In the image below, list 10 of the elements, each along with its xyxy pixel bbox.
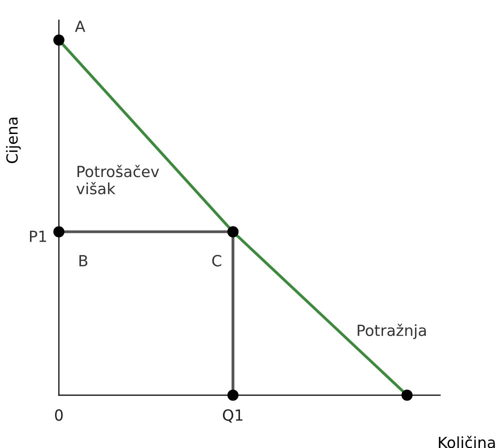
text: A	[75, 20, 86, 32]
x-axis-title: Količina	[438, 436, 495, 448]
annotation: Potrošačev višak	[76, 164, 160, 194]
text: P1	[30, 230, 46, 242]
y-axis-title: Cijena	[6, 118, 21, 164]
x-tick-label: Q1	[222, 409, 242, 423]
annotation: Potražnja	[358, 324, 426, 340]
x-tick-label: 0	[55, 409, 63, 421]
annotation: C	[212, 254, 222, 266]
annotation: B	[79, 255, 88, 266]
